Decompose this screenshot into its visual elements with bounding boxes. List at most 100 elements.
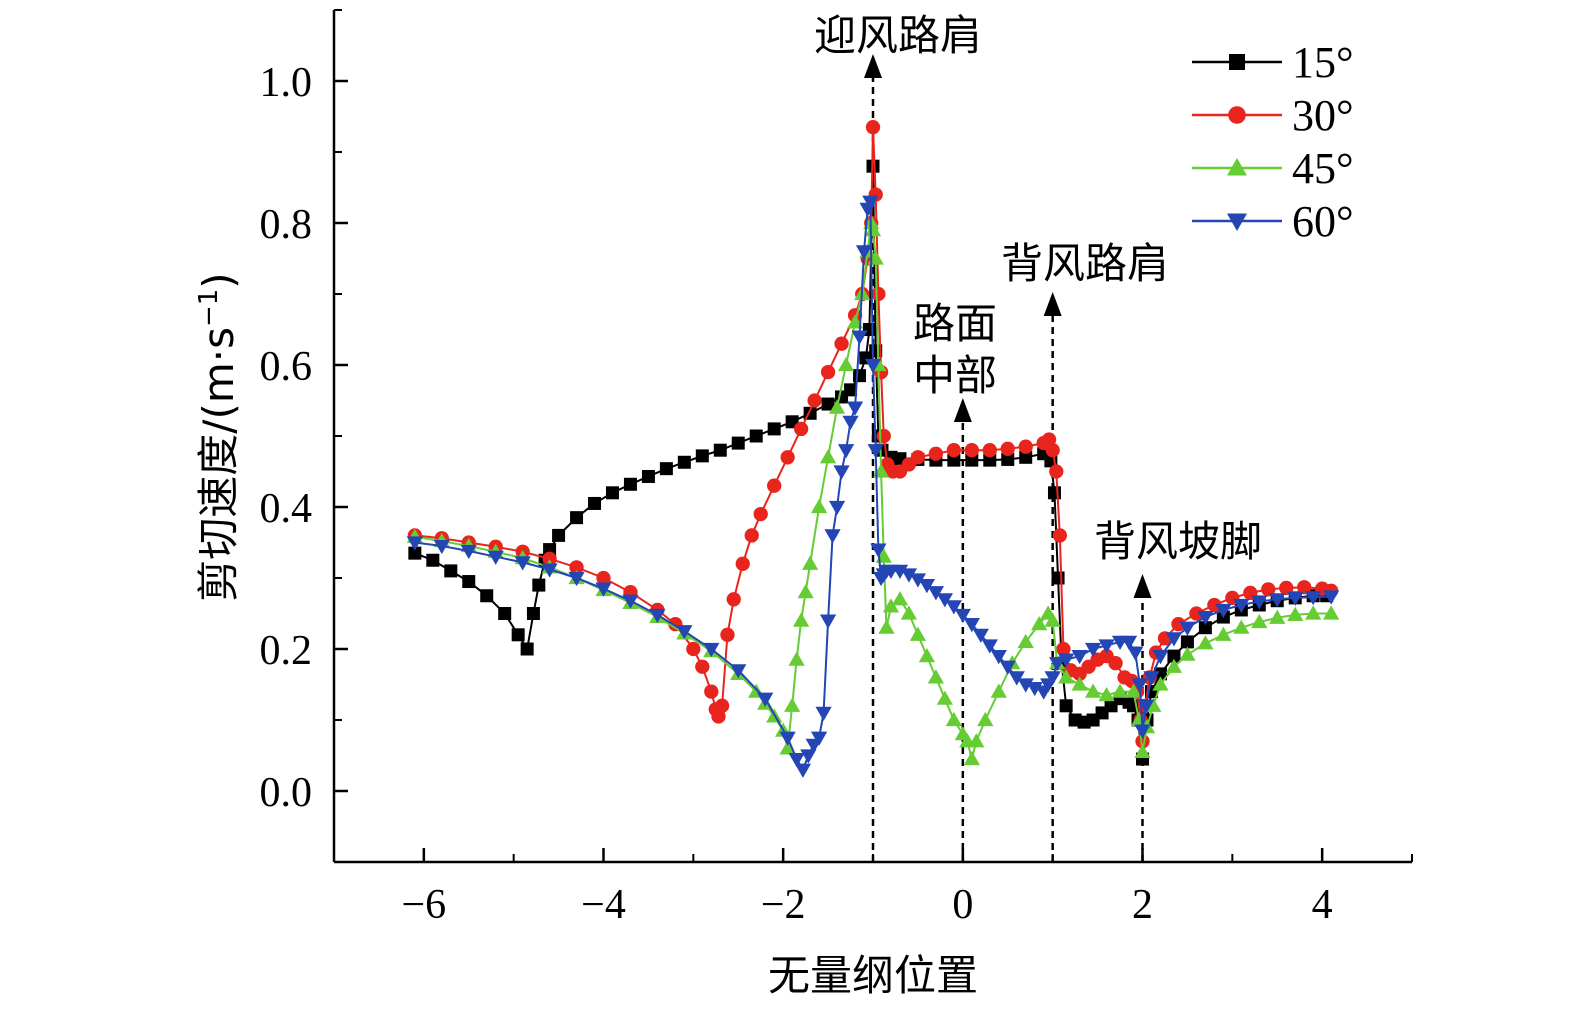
data-point <box>462 575 476 589</box>
series-layer <box>406 120 1340 778</box>
data-point <box>767 478 782 493</box>
data-point <box>909 573 927 588</box>
data-point <box>1287 591 1304 607</box>
data-point <box>767 422 781 436</box>
legend-marker <box>1228 106 1246 124</box>
data-point <box>1017 633 1034 648</box>
data-point <box>735 556 750 571</box>
legend-label: 45° <box>1292 144 1354 193</box>
data-point <box>1171 617 1186 632</box>
data-point <box>703 642 720 658</box>
data-point <box>714 698 730 713</box>
legend-item-2: 45° <box>1192 144 1354 193</box>
data-point <box>1137 699 1155 714</box>
data-point <box>834 336 849 351</box>
data-point <box>918 647 936 663</box>
data-point <box>947 453 961 467</box>
data-point <box>807 393 822 408</box>
x-tick-label: 4 <box>1312 882 1333 928</box>
data-point <box>1049 657 1066 672</box>
data-point <box>713 443 727 457</box>
data-point <box>1269 609 1286 624</box>
data-point <box>788 651 805 666</box>
data-point <box>990 683 1007 698</box>
data-point <box>1233 598 1250 614</box>
data-point <box>1153 667 1167 681</box>
data-point <box>793 421 809 437</box>
annotation-arrowhead <box>1043 292 1062 316</box>
data-point <box>460 544 477 560</box>
data-point <box>1051 571 1065 585</box>
data-point <box>753 506 768 522</box>
data-point <box>977 711 994 727</box>
data-point <box>444 564 458 578</box>
data-point <box>864 358 882 374</box>
data-point <box>1001 452 1015 466</box>
data-point <box>704 684 719 699</box>
data-point <box>1098 687 1115 702</box>
data-point <box>1127 646 1144 661</box>
data-point <box>677 455 691 469</box>
data-point <box>1179 646 1196 661</box>
data-point <box>676 625 693 640</box>
data-point <box>1143 671 1160 686</box>
data-point <box>1197 610 1214 626</box>
data-point <box>788 752 805 768</box>
data-point <box>990 650 1007 665</box>
data-point <box>793 612 810 627</box>
data-point <box>542 551 557 566</box>
data-point <box>695 659 710 674</box>
data-point <box>1084 683 1102 698</box>
data-point <box>846 314 864 329</box>
y-axis-label: 剪切速度/(m·s−1) <box>194 272 243 601</box>
data-point <box>981 639 998 654</box>
data-point <box>623 477 637 491</box>
data-point <box>568 571 585 587</box>
data-point <box>1165 632 1183 647</box>
x-tick-label: 2 <box>1132 882 1153 928</box>
data-point <box>927 669 945 684</box>
data-point <box>1134 724 1151 739</box>
data-point <box>695 449 709 463</box>
x-axis-label: 无量纲位置 <box>768 951 978 1000</box>
data-point <box>865 120 881 135</box>
data-point <box>855 245 873 260</box>
data-point <box>891 591 909 606</box>
data-point <box>821 397 835 411</box>
data-point <box>824 529 841 544</box>
data-point <box>928 446 944 461</box>
y-tick-label: 0.2 <box>260 628 313 674</box>
legend-label: 30° <box>1292 91 1354 140</box>
data-point <box>1215 603 1232 619</box>
data-point <box>837 356 855 372</box>
data-point <box>541 563 558 578</box>
data-point <box>1125 683 1142 698</box>
data-point <box>1179 621 1196 636</box>
data-point <box>1323 605 1340 620</box>
data-point <box>1045 443 1060 458</box>
data-point <box>408 546 422 560</box>
data-point <box>833 465 850 480</box>
y-tick-label: 0.0 <box>260 770 313 816</box>
data-point <box>532 578 546 592</box>
data-point <box>1071 676 1088 691</box>
data-point <box>945 711 962 727</box>
y-tick-label: 1.0 <box>260 60 313 106</box>
data-point <box>1098 639 1115 654</box>
data-point <box>1049 464 1064 479</box>
data-point <box>1165 658 1183 673</box>
annotation-label: 背风坡脚 <box>1094 517 1262 566</box>
data-point <box>1167 649 1181 663</box>
data-point <box>876 428 891 444</box>
data-point <box>815 706 832 722</box>
data-point <box>918 579 936 594</box>
data-point <box>1084 642 1102 658</box>
data-point <box>965 453 979 467</box>
data-point <box>1180 635 1194 649</box>
data-point <box>426 553 440 567</box>
data-point <box>927 586 945 601</box>
data-point <box>686 641 701 657</box>
data-point <box>780 450 795 465</box>
data-point <box>511 628 525 642</box>
